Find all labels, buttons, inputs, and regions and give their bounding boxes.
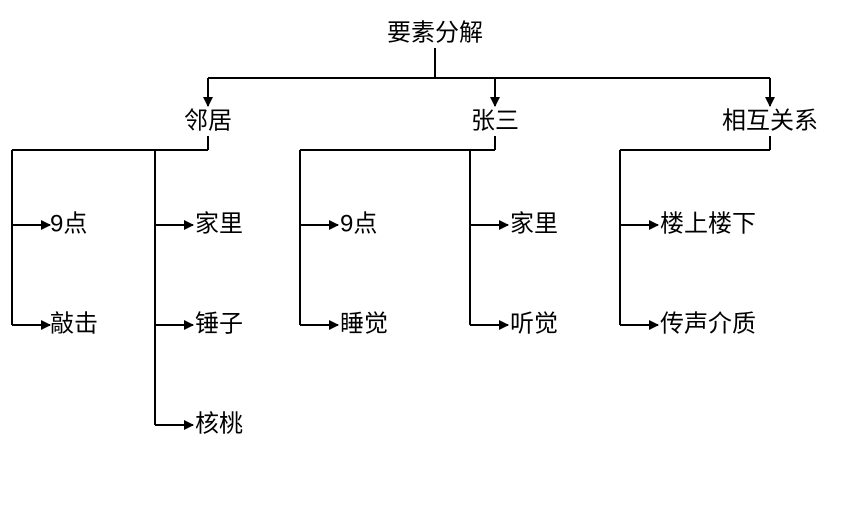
leaf-l2a-0-9点: 9点 [50,210,87,237]
leaf-l2c-0-楼上楼下: 楼上楼下 [660,210,756,237]
leaf-l2a-1-敲击: 敲击 [50,310,98,337]
level2-l2a: 邻居 [184,107,232,134]
leaf-l2a-0-家里: 家里 [195,210,243,237]
leaf-l2b-0-9点: 9点 [340,210,377,237]
leaf-l2b-0-家里: 家里 [510,210,558,237]
tree-diagram: 要素分解邻居 张三 相互关系 9点敲击 家里锤子核桃 9点睡觉 家里听觉 楼上楼下传声介质 [0,0,854,517]
leaf-l2b-1-睡觉: 睡觉 [340,310,388,337]
level2-l2c: 相互关系 [722,107,818,134]
leaf-l2b-1-听觉: 听觉 [510,310,558,337]
leaf-l2a-2-核桃: 核桃 [195,410,243,437]
level2-l2b: 张三 [471,107,519,134]
connector-lines [12,48,770,425]
node-labels: 要素分解邻居 张三 相互关系 9点敲击 家里锤子核桃 9点睡觉 家里听觉 楼上楼下传声介质 [50,19,818,437]
root-label: 要素分解 [387,19,483,46]
leaf-l2a-1-锤子: 锤子 [195,310,243,337]
leaf-l2c-1-传声介质: 传声介质 [660,310,756,337]
